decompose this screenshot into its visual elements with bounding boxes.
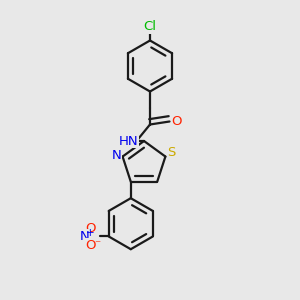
Text: Cl: Cl (143, 20, 157, 34)
Text: +: + (85, 228, 94, 238)
Text: N: N (112, 148, 122, 161)
Text: ⁻: ⁻ (94, 238, 101, 251)
Text: N: N (80, 230, 90, 243)
Text: O: O (85, 239, 96, 252)
Text: HN: HN (119, 134, 139, 148)
Text: O: O (85, 223, 96, 236)
Text: O: O (172, 115, 182, 128)
Text: S: S (167, 146, 176, 158)
